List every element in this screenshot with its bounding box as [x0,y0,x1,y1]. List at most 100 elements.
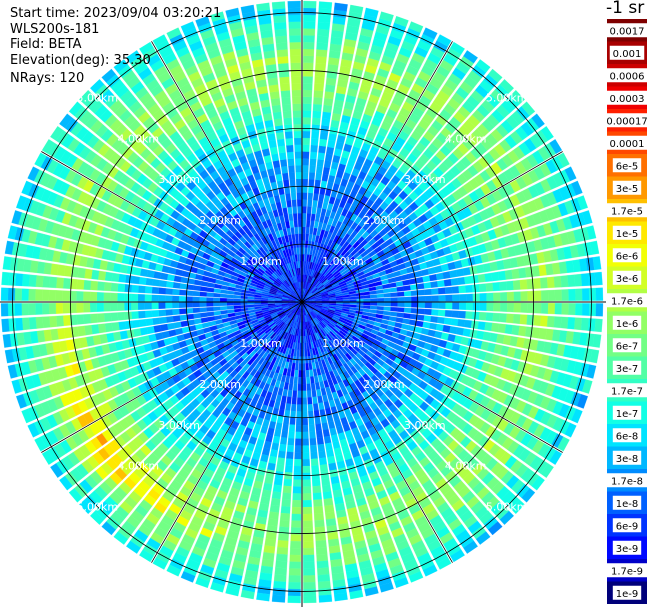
ppi-cell [267,518,279,527]
ppi-cell [491,271,500,282]
ppi-cell [227,290,235,295]
ppi-cell [547,303,556,315]
ppi-cell [381,279,390,285]
ppi-cell [110,312,119,322]
ppi-cell [438,287,446,295]
ppi-cell [165,302,173,309]
ppi-cell [592,334,602,348]
ppi-cell [449,326,458,335]
ppi-cell [118,321,127,331]
ppi-cell [192,290,201,297]
ppi-cell [402,318,411,325]
ppi-cell [302,520,313,528]
ppi-cell [322,394,329,403]
ppi-cell [220,310,228,315]
ppi-cell [298,370,302,378]
ppi-cell [77,325,86,337]
ppi-cell [28,317,37,330]
ppi-cell [499,313,508,323]
ppi-cell [424,288,432,296]
ppi-cell [292,493,302,501]
ppi-cell [390,297,398,302]
ppi-cell [580,317,589,331]
ppi-cell [226,298,234,302]
ppi-cell [317,200,324,209]
ppi-cell [172,282,181,289]
ppi-cell [282,492,292,501]
ppi-cell [160,272,169,281]
ppi-cell [342,302,351,305]
ppi-cell [560,275,569,288]
ppi-cell [270,414,278,423]
ppi-cell [575,303,583,316]
ppi-cell [403,290,412,297]
ppi-cell [271,594,286,603]
ppi-cell [302,342,305,351]
ppi-cell [303,21,316,29]
ppi-cell [564,166,577,182]
ppi-cell [388,316,397,322]
ppi-cell [451,286,460,294]
ppi-cell [436,557,452,570]
ppi-cell [111,272,120,282]
ppi-cell [282,388,288,397]
ppi-cell [292,500,302,508]
ppi-cell [139,327,149,336]
ppi-cell [310,144,318,153]
ppi-cell [540,126,554,141]
ppi-cell [317,580,331,589]
ppi-cell [275,422,283,431]
ppi-cell [193,279,202,286]
ppi-cell [280,395,287,404]
ppi-cell [151,294,159,302]
ppi-cell [276,457,285,466]
ppi-cell [513,302,522,313]
ppi-cell [323,497,334,507]
ppi-cell [499,510,514,525]
ppi-cell [307,403,314,412]
ppi-cell [521,101,536,116]
ppi-cell [576,195,588,210]
ppi-cell [303,575,316,583]
ppi-cell [144,286,153,294]
ppi-cell [294,445,302,453]
ppi-cell [158,295,166,302]
ppi-cell [302,445,310,453]
ppi-cell [510,90,525,105]
ppi-cell [302,411,308,419]
ppi-cell [1,271,10,286]
ppi-cell [326,449,335,458]
ppi-cell [21,273,30,287]
ppi-cell [312,199,318,208]
ppi-cell [574,273,583,287]
ppi-cell [317,395,324,404]
ppi-cell [586,364,597,379]
ppi-cell [279,381,285,390]
ppi-cell [540,463,554,478]
ppi-cell [318,587,332,596]
ppi-cell [557,436,570,452]
ppi-cell [459,302,467,310]
ppi-cell [318,402,325,411]
ppi-cell [275,464,285,473]
ppi-cell [317,15,331,24]
ppi-cell [311,472,320,480]
ppi-cell [594,318,603,333]
ppi-cell [342,299,351,302]
ppi-cell [511,325,520,336]
ppi-cell [306,383,312,391]
ppi-cell [395,317,404,324]
ppi-cell [233,298,241,302]
ppi-cell [576,394,588,409]
ppi-cell [302,506,313,515]
ppi-cell [219,297,227,302]
ppi-cell [206,287,215,293]
ppi-cell [253,302,262,305]
ppi-cell [178,296,186,302]
ppi-cell [160,323,169,332]
ppi-cell [152,279,161,287]
ppi-cell [124,302,132,311]
ppi-cell [320,470,330,479]
ppi-cell [500,302,508,312]
ppi-cell [273,580,287,589]
